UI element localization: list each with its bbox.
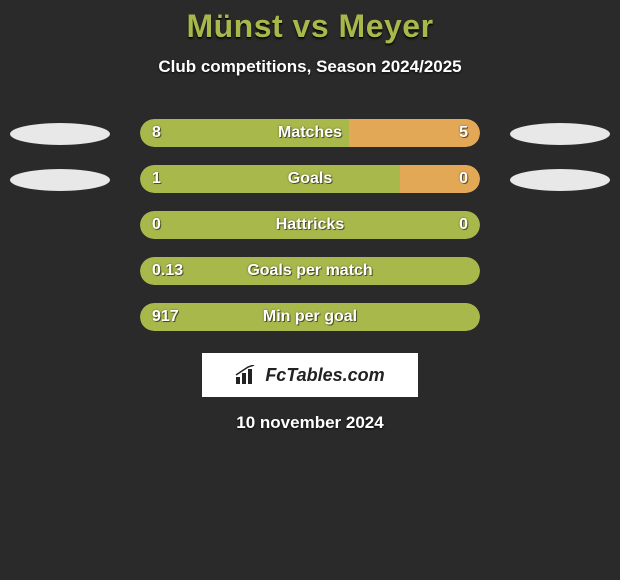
player-right-icon xyxy=(510,169,610,191)
stat-name: Hattricks xyxy=(140,211,480,239)
stat-bar: 10Goals xyxy=(140,165,480,193)
stat-row: 10Goals xyxy=(0,165,620,193)
stat-bar: 00Hattricks xyxy=(140,211,480,239)
bars-icon xyxy=(235,365,259,385)
logo-text: FcTables.com xyxy=(265,365,384,386)
subtitle: Club competitions, Season 2024/2025 xyxy=(0,57,620,77)
stat-row: 00Hattricks xyxy=(0,211,620,239)
stat-name: Matches xyxy=(140,119,480,147)
stat-bar: 0.13Goals per match xyxy=(140,257,480,285)
stat-name: Min per goal xyxy=(140,303,480,331)
stat-row: 917Min per goal xyxy=(0,303,620,331)
player-left-icon xyxy=(10,169,110,191)
stat-bar: 85Matches xyxy=(140,119,480,147)
source-logo: FcTables.com xyxy=(202,353,418,397)
stat-rows: 85Matches 10Goals 00Hattricks 0.13Goals per… xyxy=(0,119,620,331)
stat-row: 0.13Goals per match xyxy=(0,257,620,285)
page-title: Münst vs Meyer xyxy=(0,8,620,45)
player-left-icon xyxy=(10,123,110,145)
stat-bar: 917Min per goal xyxy=(140,303,480,331)
player-right-icon xyxy=(510,123,610,145)
stat-row: 85Matches xyxy=(0,119,620,147)
stat-name: Goals per match xyxy=(140,257,480,285)
comparison-infographic: Münst vs Meyer Club competitions, Season… xyxy=(0,0,620,433)
stat-name: Goals xyxy=(140,165,480,193)
date-text: 10 november 2024 xyxy=(0,413,620,433)
